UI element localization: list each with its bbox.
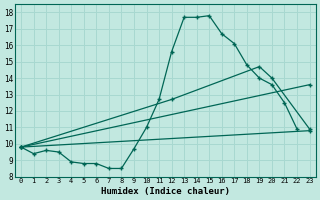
X-axis label: Humidex (Indice chaleur): Humidex (Indice chaleur) (101, 187, 230, 196)
